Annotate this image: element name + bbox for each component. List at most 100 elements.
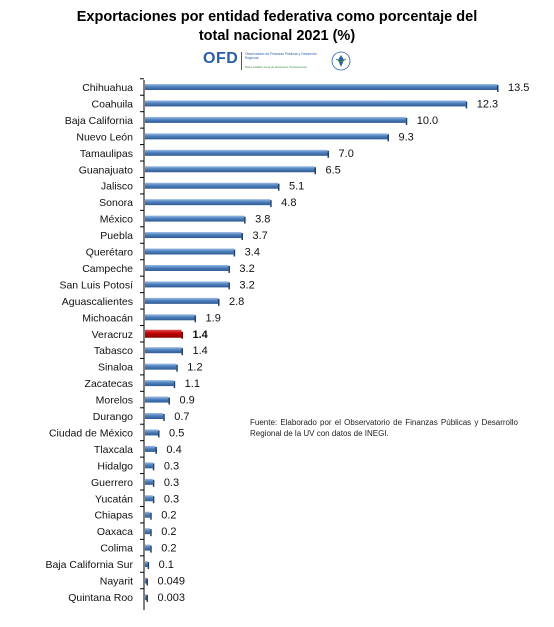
bar-edge [218,298,220,306]
bar [145,314,195,321]
value-label: 0.3 [164,477,179,489]
value-label: 3.4 [245,247,260,259]
bar [145,116,406,123]
bar-edge [155,446,157,454]
category-label: Baja California [65,115,133,127]
category-label: Nayarit [100,576,133,588]
value-label: 0.1 [159,559,174,571]
category-label: Quintana Roo [68,592,133,604]
value-label: 9.3 [398,131,413,143]
category-label: Sonora [99,197,133,209]
bar [145,577,147,584]
logo-acronym: OFD [203,50,239,67]
chart-title: Exportaciones por entidad federativa com… [0,8,554,46]
bar-edge [405,117,408,125]
logo-tagline: Datos Análisis Toma de decisiones Transp… [245,65,307,69]
bar-edge [194,315,197,323]
category-label: San Luis Potosí [59,279,133,291]
bar-edge [163,414,165,421]
bar-edge [146,578,148,586]
bar-edge [327,150,330,158]
value-label: 7.0 [339,148,354,160]
bar-edge [233,249,236,257]
category-label: Chihuahua [82,82,133,94]
value-label: 1.9 [206,312,221,324]
bar-edge [181,348,184,356]
category-label: Nuevo León [76,131,133,143]
bar [145,413,164,419]
bar-edge [314,167,316,175]
logo-divider [241,52,242,70]
value-label: 2.8 [229,296,244,308]
bar-edge [465,101,468,109]
category-label: Morelos [96,395,133,407]
bar-edge [181,331,184,339]
category-label: Baja California Sur [45,559,133,571]
value-label: 1.1 [185,378,200,390]
bar [145,561,148,568]
value-label: 3.8 [255,214,270,226]
bar-edge [150,512,152,520]
value-label: 0.7 [174,411,189,423]
value-label: 1.4 [193,345,208,357]
bar-edge [150,545,152,553]
category-label: Tabasco [94,345,133,357]
bar [145,511,151,518]
category-label: Zacatecas [85,378,133,390]
bar [145,380,174,387]
bar [145,347,182,354]
bar [145,166,315,173]
value-label: 3.7 [252,230,267,242]
value-label: 1.4 [193,329,209,341]
bar [145,100,466,107]
category-label: Veracruz [92,329,133,341]
category-label: Oaxaca [97,526,133,538]
value-label: 3.2 [239,279,254,291]
bar [145,396,169,403]
bar-edge [270,200,272,208]
value-label: 0.2 [161,543,176,555]
bar [145,363,177,370]
bars-group: Chihuahua 13.5 Coahuila 12.3 Baja California… [45,78,529,604]
value-label: 0.2 [161,510,176,522]
chart-title-line-1: Exportaciones por entidad federativa com… [76,9,478,25]
bar-edge [152,479,155,487]
category-label: Querétaro [86,247,133,259]
bar-edge [152,496,155,504]
bar [145,297,219,304]
bar [145,445,156,452]
value-label: 0.4 [166,444,181,456]
source-note: Fuente: Elaborado por el Observatorio de… [250,418,518,438]
category-label: Campeche [82,263,133,275]
bar [145,528,151,535]
category-label: Puebla [100,230,133,242]
bar [145,462,153,469]
bar-edge [244,216,246,224]
category-label: Sinaloa [98,362,133,374]
bar-edge [228,282,230,290]
bar-edge [241,233,243,241]
bar [145,199,271,206]
category-label: Guanajuato [79,164,133,176]
bar-edge [147,562,150,570]
bar [145,478,153,485]
category-label: Ciudad de México [49,427,133,439]
bar [145,149,328,156]
value-label: 1.2 [187,362,202,374]
value-label: 4.8 [281,197,296,209]
value-label: 10.0 [417,115,438,127]
bar-edge [150,529,152,537]
bar [145,84,497,90]
value-label: 0.3 [164,493,179,505]
bar [145,281,229,288]
chart-title-line-2: total nacional 2021 (%) [198,28,356,44]
bar [145,133,388,140]
bar [145,429,159,436]
value-label: 6.5 [325,164,340,176]
bar-edge [152,463,155,471]
bar-edge [277,183,280,191]
category-label: México [100,214,133,226]
category-label: Tlaxcala [94,444,133,456]
bar-edge [228,265,230,273]
